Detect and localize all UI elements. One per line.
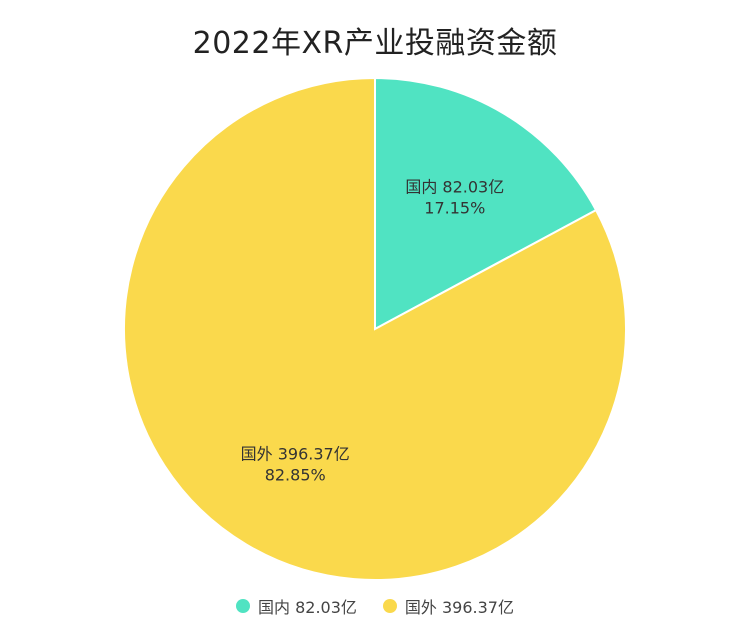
legend-item-domestic[interactable]: 国内 82.03亿	[236, 594, 357, 618]
legend: 国内 82.03亿 国外 396.37亿	[0, 594, 750, 618]
slice-label-name-value: 国外 396.37亿	[241, 445, 350, 464]
legend-item-foreign[interactable]: 国外 396.37亿	[382, 594, 514, 618]
legend-swatch-foreign	[382, 599, 397, 613]
slice-label-foreign: 国外 396.37亿 82.85%	[241, 445, 350, 485]
pie-slice-foreign[interactable]	[123, 76, 627, 581]
slice-label-percent: 17.15%	[424, 198, 485, 217]
slice-label-percent: 82.85%	[265, 466, 326, 485]
legend-label-foreign: 国外 396.37亿	[404, 598, 514, 617]
chart-title: 2022年XR产业投融资金额	[192, 26, 558, 61]
legend-label-domestic: 国内 82.03亿	[258, 598, 357, 617]
legend-swatch-domestic	[236, 599, 250, 613]
slice-label-name-value: 国内 82.03亿	[405, 177, 504, 196]
slice-label-domestic: 国内 82.03亿 17.15%	[405, 177, 504, 217]
pie-slice-domestic[interactable]	[374, 76, 598, 331]
